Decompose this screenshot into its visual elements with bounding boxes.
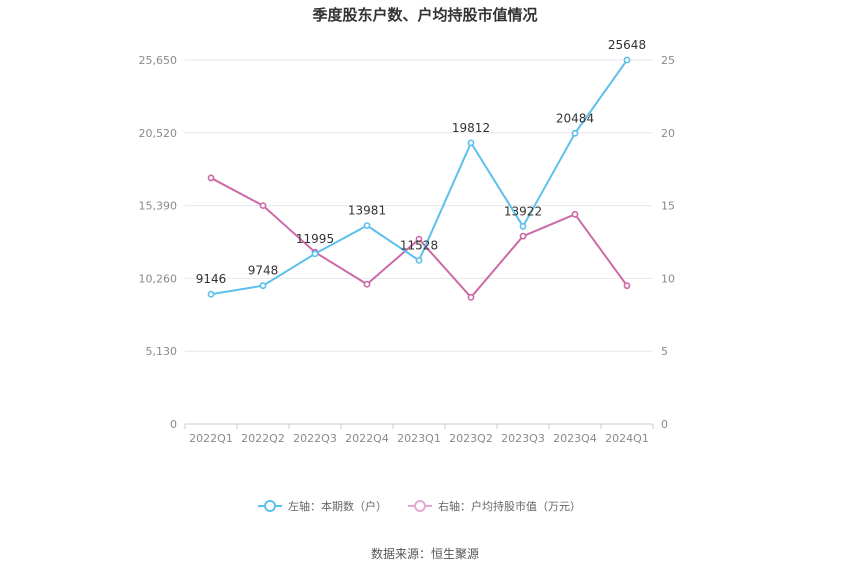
- right-tick-label: 5: [661, 345, 668, 358]
- data-label: 9748: [248, 264, 279, 278]
- data-point: [467, 293, 475, 301]
- data-point: [519, 223, 527, 230]
- x-tick-label: 2023Q4: [553, 432, 597, 445]
- data-label: 9146: [196, 272, 227, 286]
- data-label: 20484: [556, 111, 594, 125]
- data-point: [259, 282, 267, 290]
- right-tick-label: 0: [661, 418, 668, 431]
- data-point: [623, 282, 631, 290]
- right-axis: 0 5 10 15 20 25: [661, 54, 675, 431]
- x-tick-label: 2022Q4: [345, 432, 389, 445]
- left-tick-label: 10,260: [139, 272, 178, 285]
- right-tick-label: 20: [661, 127, 675, 140]
- x-tick-label: 2023Q1: [397, 432, 441, 445]
- legend-item-right-series[interactable]: 右轴：户均持股市值（万元）: [408, 499, 581, 513]
- left-tick-label: 0: [170, 418, 177, 431]
- x-tick-label: 2022Q1: [189, 432, 233, 445]
- data-point: [311, 250, 319, 258]
- x-tick-label: 2024Q1: [605, 432, 649, 445]
- data-point: [363, 222, 371, 229]
- x-tick-label: 2022Q2: [241, 432, 285, 445]
- right-tick-label: 25: [661, 54, 675, 67]
- legend-marker-left: [264, 500, 276, 512]
- data-labels: 9146 9748 11995 13981 11528 19812 13922 20484 25…: [196, 38, 646, 286]
- left-axis: 0 5,130 10,260 15,390 20,520 25,650: [139, 54, 178, 431]
- data-point: [207, 290, 215, 298]
- left-tick-label: 5,130: [146, 345, 178, 358]
- data-label: 19812: [452, 121, 490, 135]
- chart-title: 季度股东户数、户均持股市值情况: [312, 6, 537, 24]
- data-point: [415, 257, 423, 264]
- x-axis: 2022Q1 2022Q2 2022Q3 2022Q4 2023Q1 2023Q2 2023…: [184, 424, 654, 445]
- data-label: 13922: [504, 204, 542, 218]
- data-label: 25648: [608, 38, 646, 52]
- right-tick-label: 15: [661, 200, 675, 213]
- data-point: [623, 56, 631, 64]
- left-tick-label: 15,390: [139, 200, 178, 213]
- right-tick-label: 10: [661, 272, 675, 285]
- data-point: [207, 174, 215, 182]
- data-point: [259, 202, 267, 209]
- x-tick-label: 2022Q3: [293, 432, 337, 445]
- legend-marker-right: [414, 500, 426, 512]
- data-label: 13981: [348, 204, 386, 218]
- legend: 左轴：本期数（户） 右轴：户均持股市值（万元）: [258, 499, 581, 513]
- data-label: 11995: [296, 232, 334, 246]
- left-tick-label: 25,650: [139, 54, 178, 67]
- left-tick-label: 20,520: [139, 127, 178, 140]
- series-layer: [207, 56, 631, 301]
- data-point: [571, 129, 579, 137]
- x-tick-label: 2023Q2: [449, 432, 493, 445]
- data-point: [415, 235, 423, 243]
- data-point: [467, 139, 475, 147]
- x-tick-label: 2023Q3: [501, 432, 545, 445]
- data-point: [363, 280, 371, 288]
- data-label: 11528: [400, 238, 438, 252]
- source-note: 数据来源：恒生聚源: [371, 546, 479, 561]
- data-point: [571, 210, 579, 218]
- legend-label-right: 右轴：户均持股市值（万元）: [438, 499, 581, 513]
- legend-label-left: 左轴：本期数（户）: [288, 499, 387, 513]
- legend-item-left-series[interactable]: 左轴：本期数（户）: [258, 499, 387, 513]
- data-point: [519, 232, 527, 240]
